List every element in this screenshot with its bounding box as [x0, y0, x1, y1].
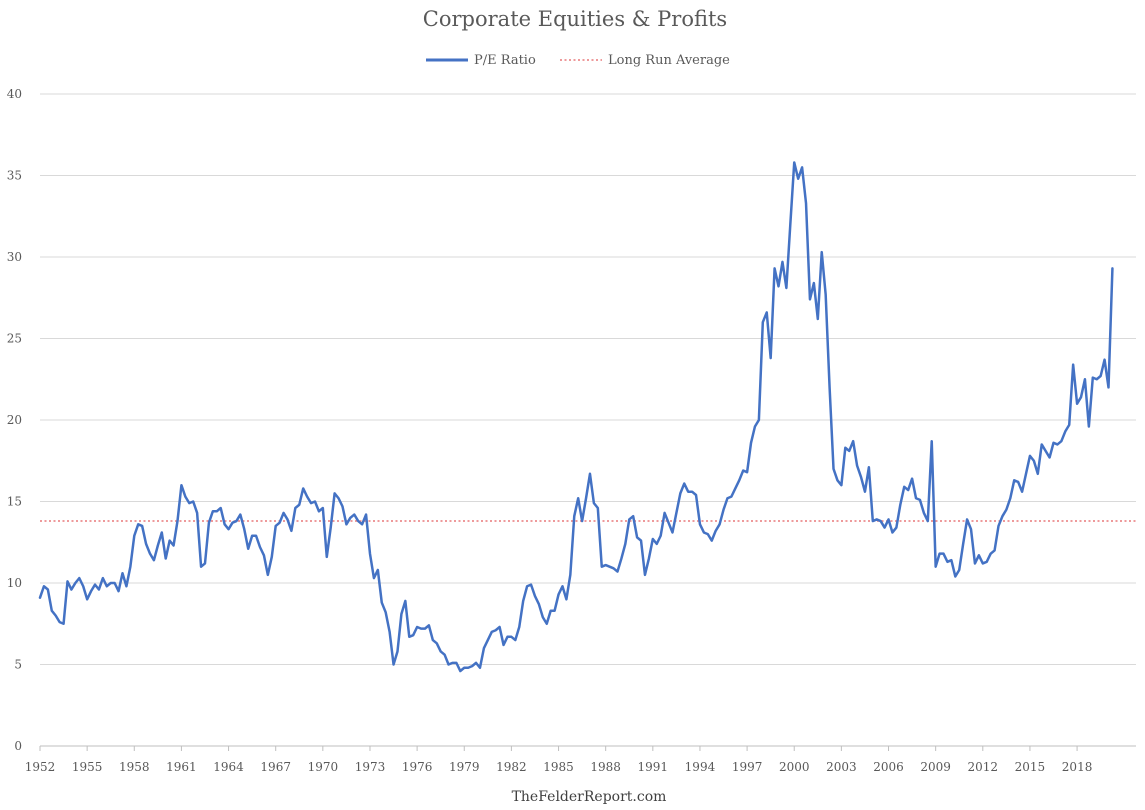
legend-label-pe-ratio: P/E Ratio [474, 53, 536, 68]
x-tick-label: 1952 [25, 760, 56, 774]
y-tick-label: 5 [14, 658, 22, 672]
x-tick-label: 1985 [543, 760, 574, 774]
source-credit: TheFelderReport.com [512, 789, 667, 805]
y-tick-label: 30 [7, 250, 22, 264]
x-tick-label: 1961 [166, 760, 197, 774]
x-tick-label: 1991 [638, 760, 669, 774]
y-tick-label: 15 [7, 495, 22, 509]
x-tick-label: 2012 [968, 760, 999, 774]
x-axis-ticks: 1952 1955 1958 1961 1964 1967 1970 1973 1976 1979… [25, 746, 1093, 774]
x-tick-label: 1988 [590, 760, 621, 774]
x-tick-label: 1982 [496, 760, 527, 774]
y-axis-ticks: 0 5 10 15 20 25 30 35 40 [7, 87, 22, 753]
chart-title: Corporate Equities & Profits [423, 7, 727, 31]
x-tick-label: 1958 [119, 760, 150, 774]
y-tick-label: 0 [14, 739, 22, 753]
x-tick-label: 2006 [873, 760, 904, 774]
x-tick-label: 2018 [1062, 760, 1093, 774]
x-tick-label: 2000 [779, 760, 810, 774]
x-tick-label: 1973 [355, 760, 386, 774]
x-tick-label: 2015 [1015, 760, 1046, 774]
gridlines [40, 93, 1136, 747]
pe-ratio-series [38, 161, 1114, 673]
y-tick-label: 10 [7, 576, 22, 590]
x-tick-label: 1994 [685, 760, 716, 774]
x-tick-label: 2003 [826, 760, 857, 774]
y-tick-label: 20 [7, 413, 22, 427]
legend: P/E Ratio Long Run Average [426, 53, 730, 68]
x-tick-label: 2009 [920, 760, 951, 774]
legend-label-long-run-average: Long Run Average [608, 53, 730, 68]
x-tick-label: 1979 [449, 760, 480, 774]
y-tick-label: 35 [7, 169, 22, 183]
x-tick-label: 1976 [402, 760, 433, 774]
y-tick-label: 25 [7, 332, 22, 346]
x-tick-label: 1970 [308, 760, 339, 774]
pe-ratio-line [38, 161, 1114, 673]
x-tick-label: 1967 [260, 760, 291, 774]
x-tick-label: 1955 [72, 760, 103, 774]
x-tick-label: 1997 [732, 760, 763, 774]
y-tick-label: 40 [7, 87, 22, 101]
x-tick-label: 1964 [213, 760, 244, 774]
